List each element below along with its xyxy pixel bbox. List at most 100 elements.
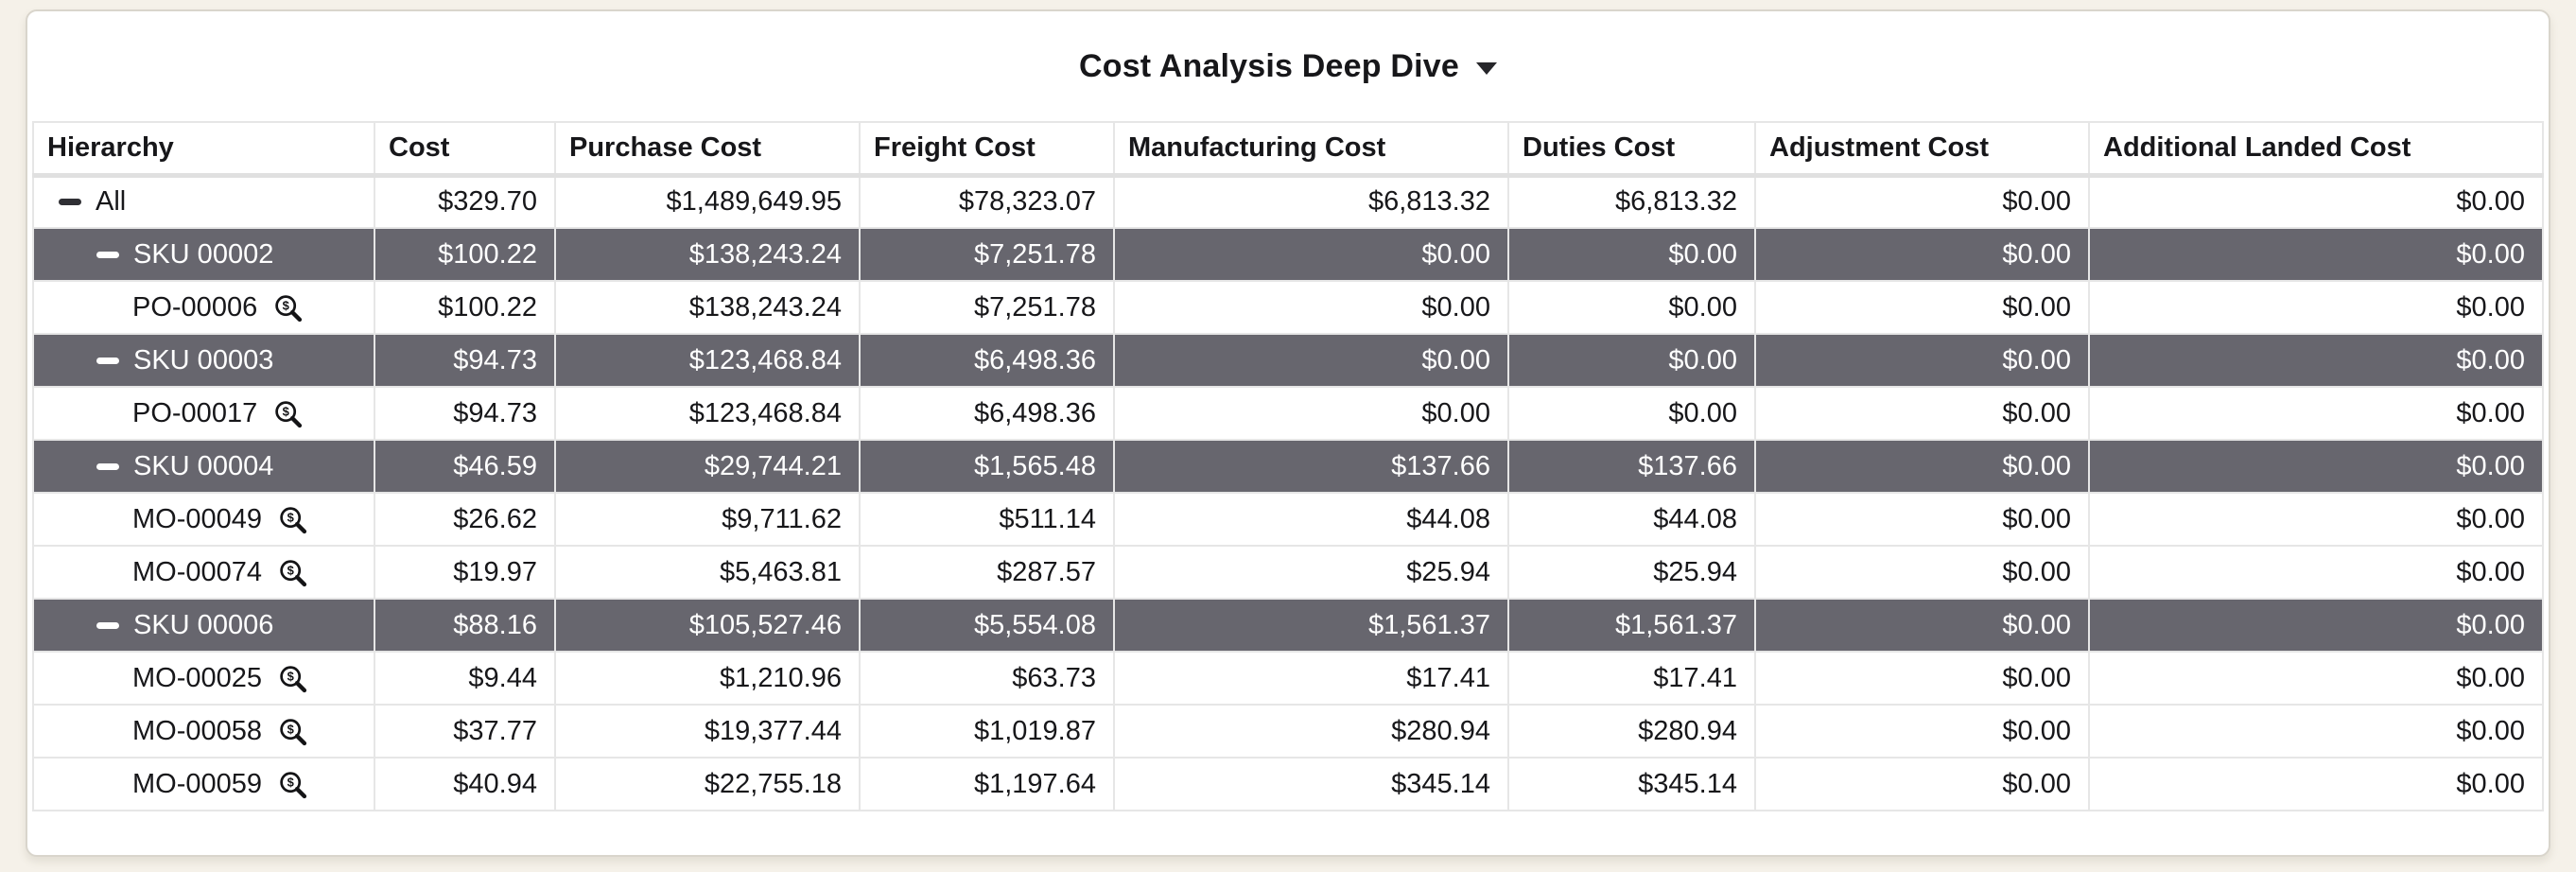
cell-duties-cost: $345.14 <box>1507 757 1756 811</box>
search-dollar-icon[interactable]: $ <box>278 558 307 587</box>
svg-text:$: $ <box>287 775 294 789</box>
cell-duties-cost: $137.66 <box>1507 439 1756 494</box>
cell-freight-cost: $78,323.07 <box>859 174 1115 229</box>
cell-purchase-cost: $19,377.44 <box>554 704 861 759</box>
cell-freight-cost: $7,251.78 <box>859 280 1115 335</box>
cell-purchase-cost: $5,463.81 <box>554 545 861 600</box>
table-row-mo-00058: MO-00058 $ $37.77 $19,377.44 $1,019.87 $280.9… <box>32 704 2544 759</box>
hierarchy-label: MO-00058 <box>132 715 263 746</box>
cell-additional-landed-cost: $0.00 <box>2088 174 2544 229</box>
cell-additional-landed-cost: $0.00 <box>2088 598 2544 653</box>
cell-manufacturing-cost: $0.00 <box>1113 280 1509 335</box>
minus-collapse-icon[interactable] <box>96 357 119 364</box>
cell-duties-cost: $0.00 <box>1507 227 1756 282</box>
cell-hierarchy: All <box>32 174 375 229</box>
column-header-manufacturing-cost[interactable]: Manufacturing Cost <box>1113 121 1509 178</box>
cell-duties-cost: $44.08 <box>1507 492 1756 547</box>
cell-manufacturing-cost: $44.08 <box>1113 492 1509 547</box>
cell-additional-landed-cost: $0.00 <box>2088 704 2544 759</box>
cell-additional-landed-cost: $0.00 <box>2088 333 2544 388</box>
cell-adjustment-cost: $0.00 <box>1754 704 2090 759</box>
column-header-hierarchy[interactable]: Hierarchy <box>32 121 375 178</box>
hierarchy-label: PO-00017 <box>132 397 258 428</box>
cell-adjustment-cost: $0.00 <box>1754 757 2090 811</box>
cell-manufacturing-cost: $6,813.32 <box>1113 174 1509 229</box>
cell-purchase-cost: $1,489,649.95 <box>554 174 861 229</box>
table-row-mo-00049: MO-00049 $ $26.62 $9,711.62 $511.14 $44.08 $44… <box>32 492 2544 547</box>
table-row-all: All $329.70 $1,489,649.95 $78,323.07 $6,813.… <box>32 174 2544 229</box>
cell-freight-cost: $5,554.08 <box>859 598 1115 653</box>
cell-freight-cost: $511.14 <box>859 492 1115 547</box>
cell-hierarchy: SKU 00003 <box>32 333 375 388</box>
minus-collapse-icon[interactable] <box>96 621 119 629</box>
table-header: Hierarchy Cost Purchase Cost Freight Cost Ma… <box>32 121 2544 178</box>
hierarchy-cell: SKU 00004 <box>35 442 373 491</box>
svg-text:$: $ <box>283 298 289 312</box>
cell-duties-cost: $17.41 <box>1507 651 1756 706</box>
cell-purchase-cost: $9,711.62 <box>554 492 861 547</box>
page-title: Cost Analysis Deep Dive <box>1078 47 1460 84</box>
cell-freight-cost: $6,498.36 <box>859 386 1115 441</box>
cell-purchase-cost: $123,468.84 <box>554 386 861 441</box>
search-dollar-icon[interactable]: $ <box>278 717 307 746</box>
hierarchy-cell: SKU 00006 <box>35 601 373 650</box>
search-dollar-icon[interactable]: $ <box>278 770 307 799</box>
cell-freight-cost: $6,498.36 <box>859 333 1115 388</box>
cell-hierarchy: MO-00074 $ <box>32 545 375 600</box>
report-selector-dropdown[interactable]: Cost Analysis Deep Dive <box>1078 47 1498 85</box>
hierarchy-cell: MO-00049 $ <box>35 495 373 544</box>
cell-hierarchy: PO-00017 $ <box>32 386 375 441</box>
minus-collapse-icon[interactable] <box>59 199 81 206</box>
hierarchy-label: MO-00025 <box>132 662 263 693</box>
cell-hierarchy: MO-00049 $ <box>32 492 375 547</box>
cell-purchase-cost: $123,468.84 <box>554 333 861 388</box>
cell-adjustment-cost: $0.00 <box>1754 651 2090 706</box>
search-dollar-icon[interactable]: $ <box>273 293 303 323</box>
search-dollar-icon[interactable]: $ <box>278 505 307 534</box>
cell-additional-landed-cost: $0.00 <box>2088 492 2544 547</box>
table-row-mo-00059: MO-00059 $ $40.94 $22,755.18 $1,197.64 $345.1… <box>32 757 2544 811</box>
cell-cost: $100.22 <box>374 280 556 335</box>
cell-cost: $94.73 <box>374 333 556 388</box>
search-dollar-icon[interactable]: $ <box>278 664 307 693</box>
column-header-freight-cost[interactable]: Freight Cost <box>859 121 1115 178</box>
cost-analysis-widget-card: Cost Analysis Deep Dive Hierarchy Cost Pur… <box>26 9 2550 857</box>
column-header-cost[interactable]: Cost <box>374 121 556 178</box>
svg-text:$: $ <box>287 563 294 577</box>
cost-analysis-table: Hierarchy Cost Purchase Cost Freight Cost Ma… <box>32 121 2544 811</box>
cost-table-wrap: Hierarchy Cost Purchase Cost Freight Cost Ma… <box>32 121 2544 811</box>
table-header-row: Hierarchy Cost Purchase Cost Freight Cost Ma… <box>32 121 2544 178</box>
search-dollar-icon[interactable]: $ <box>273 399 303 428</box>
column-header-purchase-cost[interactable]: Purchase Cost <box>554 121 861 178</box>
cell-duties-cost: $280.94 <box>1507 704 1756 759</box>
cell-duties-cost: $6,813.32 <box>1507 174 1756 229</box>
column-header-adjustment-cost[interactable]: Adjustment Cost <box>1754 121 2090 178</box>
cell-manufacturing-cost: $137.66 <box>1113 439 1509 494</box>
hierarchy-label: All <box>96 186 127 218</box>
table-row-mo-00025: MO-00025 $ $9.44 $1,210.96 $63.73 $17.41 $17.4… <box>32 651 2544 706</box>
cell-manufacturing-cost: $0.00 <box>1113 386 1509 441</box>
cell-adjustment-cost: $0.00 <box>1754 598 2090 653</box>
table-body: All $329.70 $1,489,649.95 $78,323.07 $6,813.… <box>32 174 2544 811</box>
minus-collapse-icon[interactable] <box>96 462 119 470</box>
cell-adjustment-cost: $0.00 <box>1754 227 2090 282</box>
cell-additional-landed-cost: $0.00 <box>2088 439 2544 494</box>
cell-adjustment-cost: $0.00 <box>1754 333 2090 388</box>
column-header-duties-cost[interactable]: Duties Cost <box>1507 121 1756 178</box>
cell-purchase-cost: $29,744.21 <box>554 439 861 494</box>
column-header-additional-landed-cost[interactable]: Additional Landed Cost <box>2088 121 2544 178</box>
minus-collapse-icon[interactable] <box>96 251 119 258</box>
svg-text:$: $ <box>283 404 289 418</box>
widget-title-row: Cost Analysis Deep Dive <box>27 11 2549 121</box>
hierarchy-label: SKU 00004 <box>133 450 274 481</box>
cell-freight-cost: $287.57 <box>859 545 1115 600</box>
cell-additional-landed-cost: $0.00 <box>2088 651 2544 706</box>
hierarchy-cell: All <box>35 178 373 227</box>
cell-cost: $19.97 <box>374 545 556 600</box>
cell-hierarchy: PO-00006 $ <box>32 280 375 335</box>
chevron-down-icon <box>1476 61 1498 75</box>
cell-manufacturing-cost: $280.94 <box>1113 704 1509 759</box>
hierarchy-cell: MO-00059 $ <box>35 759 373 809</box>
cell-cost: $329.70 <box>374 174 556 229</box>
cell-freight-cost: $1,565.48 <box>859 439 1115 494</box>
